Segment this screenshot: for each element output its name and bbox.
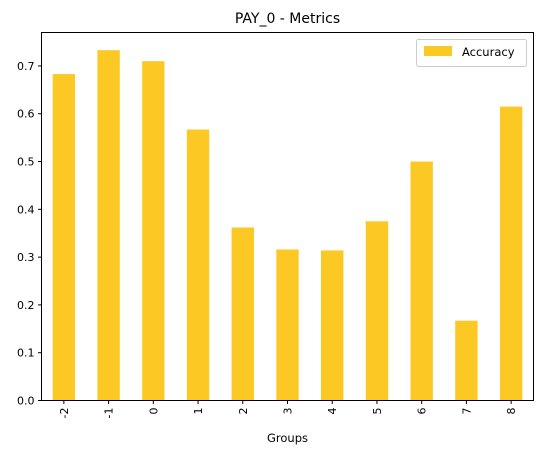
x-axis-ticks: -2 -1 0 1 2 3 4 5 6 7 8	[58, 400, 518, 419]
bar-7	[455, 320, 478, 401]
x-tick-label: 8	[505, 408, 518, 415]
x-tick-label: 1	[192, 408, 205, 415]
y-tick-label: 0.1	[17, 347, 35, 360]
x-tick-label: 7	[460, 408, 473, 415]
y-tick-label: 0.0	[17, 395, 35, 408]
x-tick-label: -2	[58, 408, 71, 419]
y-tick-label: 0.6	[17, 108, 35, 121]
x-tick-label: -1	[103, 408, 116, 419]
chart-title: PAY_0 - Metrics	[235, 11, 340, 27]
bar-8	[499, 106, 523, 401]
x-axis-label: Groups	[267, 431, 308, 445]
bar-1	[186, 129, 210, 401]
legend-label-accuracy: Accuracy	[462, 45, 515, 59]
bar--1	[97, 50, 120, 401]
bar-4	[321, 250, 344, 401]
legend-swatch	[424, 46, 452, 56]
y-tick-label: 0.7	[17, 60, 35, 73]
bar-5	[365, 221, 389, 401]
y-tick-label: 0.2	[17, 299, 35, 312]
bar-0	[142, 61, 165, 401]
legend: Accuracy	[416, 39, 527, 67]
x-tick-label: 4	[326, 408, 339, 415]
bar-2	[231, 227, 254, 401]
y-tick-label: 0.3	[17, 251, 35, 264]
bar--2	[52, 74, 76, 401]
bar-6	[410, 161, 433, 401]
bar-3	[276, 249, 299, 401]
y-tick-label: 0.4	[17, 203, 35, 216]
bars-group	[52, 50, 523, 401]
x-tick-label: 2	[237, 408, 250, 415]
x-tick-label: 6	[416, 408, 429, 415]
x-tick-label: 3	[282, 408, 295, 415]
y-axis-ticks: 0.0 0.1 0.2 0.3 0.4 0.5 0.6 0.7	[17, 60, 42, 408]
x-tick-label: 0	[147, 408, 160, 415]
y-tick-label: 0.5	[17, 156, 35, 169]
x-tick-label: 5	[371, 408, 384, 415]
